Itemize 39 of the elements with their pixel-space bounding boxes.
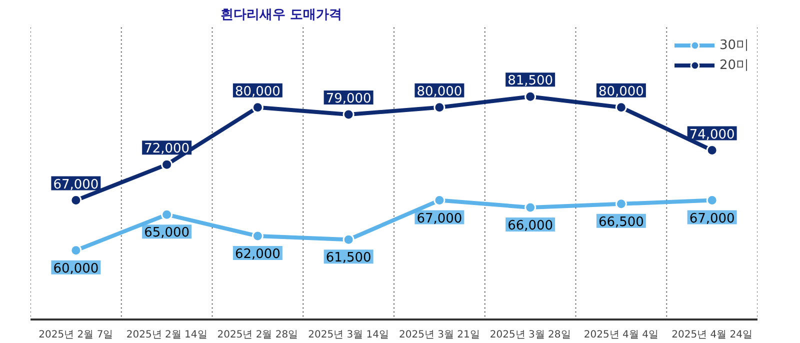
x-tick-label: 2025년 3월 28일 (490, 330, 571, 340)
data-label: 60,000 (53, 261, 99, 276)
x-tick-label: 2025년 2월 28일 (217, 330, 298, 340)
data-label: 67,000 (689, 211, 735, 226)
legend-label: 20미 (719, 57, 749, 74)
x-tick-label: 2025년 2월 14일 (126, 330, 208, 340)
data-label: 66,500 (598, 214, 644, 230)
x-tick-label: 2025년 3월 14일 (308, 330, 390, 340)
point (161, 158, 173, 170)
data-label: 72,000 (144, 142, 190, 157)
x-tick-label: 2025년 4월 24일 (672, 330, 753, 340)
point (70, 244, 82, 256)
data-label: 67,000 (416, 211, 462, 226)
data-label: 81,500 (508, 74, 554, 89)
point (524, 90, 536, 102)
x-tick-label: 2025년 2월 7일 (38, 330, 114, 340)
point (434, 102, 446, 114)
data-label: 80,000 (416, 84, 462, 100)
data-label: 66,000 (508, 218, 554, 234)
legend-label: 30미 (719, 37, 749, 54)
x-tick-label: 2025년 4월 4일 (584, 330, 658, 340)
data-label: 67,000 (53, 177, 99, 192)
x-tick-label: 2025년 3월 21일 (398, 330, 480, 340)
point (342, 234, 354, 246)
data-label: 62,000 (234, 247, 280, 262)
point (252, 102, 264, 114)
data-label: 61,500 (326, 250, 372, 266)
data-label: 80,000 (234, 84, 280, 100)
data-label: 65,000 (144, 226, 190, 241)
data-label: 80,000 (598, 84, 644, 100)
point (342, 108, 354, 120)
data-label: 74,000 (689, 127, 735, 142)
point (252, 230, 264, 242)
point (524, 202, 536, 214)
point (161, 208, 173, 220)
chart-title: 흰다리새우 도매가격 (220, 8, 342, 22)
point (615, 102, 627, 114)
point (615, 198, 627, 210)
data-label: 79,000 (326, 92, 372, 107)
